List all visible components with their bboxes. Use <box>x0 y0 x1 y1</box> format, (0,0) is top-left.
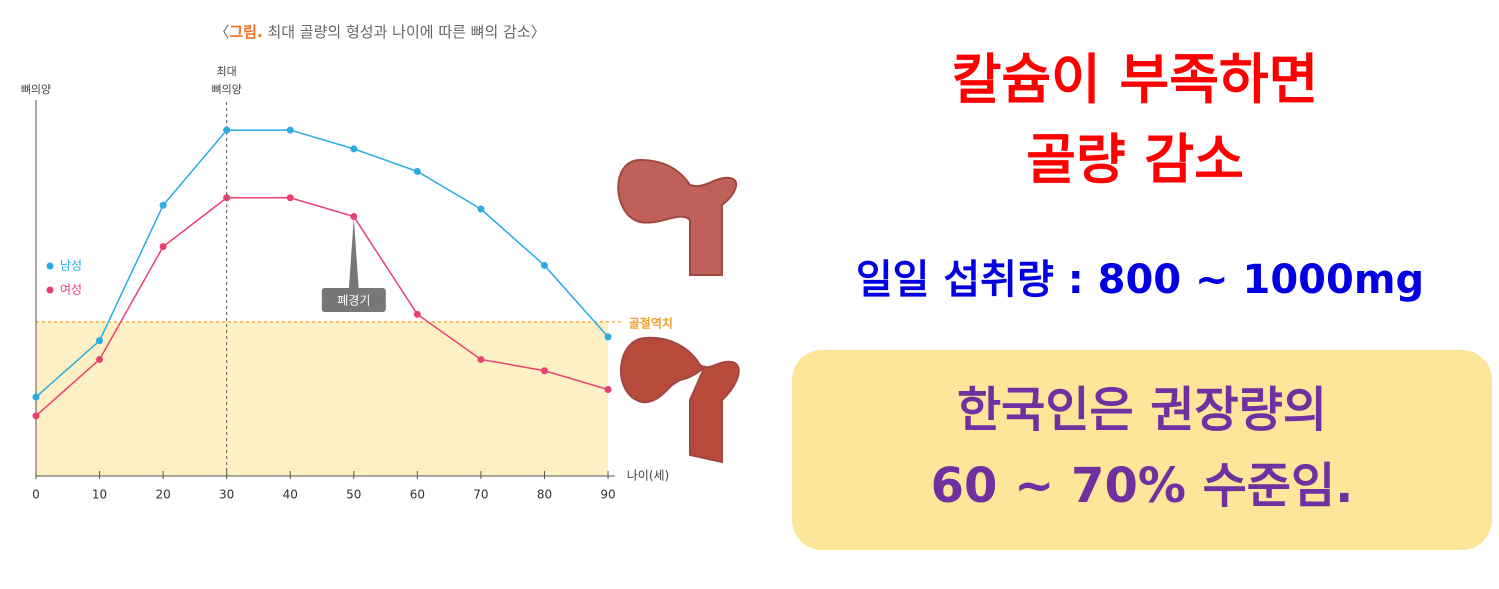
data-point <box>413 310 421 318</box>
headline-line: 골량 감소 <box>1026 128 1244 191</box>
intake: 일일 섭취량 : 800 ~ 1000mg <box>855 257 1425 303</box>
x-tick-label: 0 <box>32 488 40 502</box>
data-point <box>223 194 231 202</box>
x-tick-label: 80 <box>537 488 552 502</box>
bone-healthy <box>617 158 738 276</box>
x-axis-label: 나이(세) <box>627 469 669 483</box>
title-part: 최대 골량의 형성과 나이에 따른 뼈의 감소〉 <box>263 23 546 41</box>
legend-label: 남성 <box>60 259 82 273</box>
x-tick-label: 30 <box>219 488 234 502</box>
menopause-box <box>321 288 386 312</box>
data-point <box>223 126 231 134</box>
data-point <box>286 126 294 134</box>
data-point <box>350 213 358 221</box>
bone-fractured <box>619 336 740 464</box>
threshold-area <box>36 321 609 476</box>
title-part: 그림. <box>229 23 262 41</box>
legend-marker <box>46 286 54 294</box>
box-line: 60 ~ 70% 수준임. <box>930 458 1354 514</box>
peak-label: 뼈의양 <box>211 83 241 96</box>
box-line: 한국인은 권장량의 <box>957 382 1327 438</box>
data-point <box>540 367 548 375</box>
x-tick-label: 90 <box>600 488 615 502</box>
peak-label: 최대 <box>217 65 237 78</box>
x-tick-label: 60 <box>410 488 425 502</box>
data-point <box>540 261 548 269</box>
x-tick-label: 50 <box>346 488 361 502</box>
data-point <box>604 333 612 341</box>
title-part: 〈 <box>214 23 229 41</box>
data-point <box>477 205 485 213</box>
threshold-label: 골절역치 <box>629 315 673 330</box>
x-tick-label: 70 <box>473 488 488 502</box>
series-line <box>35 129 609 398</box>
x-tick-label: 40 <box>283 488 298 502</box>
legend-marker <box>46 262 54 270</box>
data-point <box>96 355 104 363</box>
data-point <box>32 393 40 401</box>
data-point <box>159 243 167 251</box>
data-point <box>604 386 612 394</box>
headline-line: 칼슘이 부족하면 <box>951 48 1319 111</box>
data-point <box>286 194 294 202</box>
legend-label: 여성 <box>60 283 82 297</box>
data-point <box>350 145 358 153</box>
chart: 〈그림. 최대 골량의 형성과 나이에 따른 뼈의 감소〉 뼈의양 골절역치나이… <box>21 23 740 502</box>
data-point <box>413 167 421 175</box>
menopause-pointer <box>348 218 359 290</box>
data-point <box>32 412 40 420</box>
data-point <box>159 201 167 209</box>
x-tick-label: 10 <box>92 488 107 502</box>
chart-title: 〈그림. 최대 골량의 형성과 나이에 따른 뼈의 감소〉 <box>214 23 545 41</box>
data-point <box>477 355 485 363</box>
data-point <box>96 337 104 345</box>
box-text: 한국인은 권장량의 60 ~ 70% 수준임. <box>792 372 1492 524</box>
callout-box: 한국인은 권장량의 60 ~ 70% 수준임. <box>792 350 1492 550</box>
series-line <box>35 197 609 417</box>
x-tick-label: 20 <box>155 488 170 502</box>
menopause-label: 폐경기 <box>337 294 370 308</box>
y-axis-label: 뼈의양 <box>21 83 51 96</box>
